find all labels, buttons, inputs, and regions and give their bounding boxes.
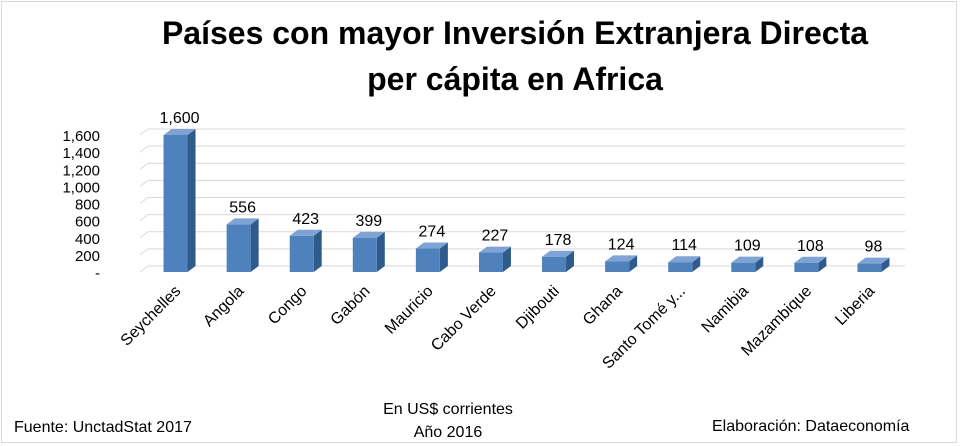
y-tick-label: 800: [75, 197, 100, 214]
data-label: 227: [482, 228, 509, 245]
chart-title-line2: per cápita en Africa: [367, 61, 663, 97]
y-tick-label: 1,400: [62, 145, 100, 162]
bar: [857, 263, 882, 272]
gridline-diagonal: [139, 128, 149, 136]
bar-side: [629, 255, 638, 272]
bar-side: [376, 231, 385, 272]
gridline-diagonal: [139, 248, 149, 256]
bar-top: [668, 256, 701, 263]
gridline-diagonal: [139, 179, 149, 187]
bar-top: [478, 246, 511, 253]
y-tick-label: 1,600: [62, 128, 100, 145]
bar-side: [313, 229, 322, 272]
gridline-diagonal: [139, 265, 149, 273]
bar: [415, 248, 440, 272]
x-tick-label: Seychelles: [118, 283, 185, 350]
bar-top: [226, 218, 259, 225]
bar-top: [289, 229, 322, 236]
bar: [542, 256, 567, 272]
y-tick-label: 400: [75, 231, 100, 248]
bar-top: [605, 255, 638, 262]
data-label: 108: [797, 238, 824, 255]
bar-side: [187, 129, 196, 272]
bar-side: [566, 250, 575, 272]
x-tick-label: Mauricio: [382, 283, 437, 338]
y-tick-label: 1,200: [62, 162, 100, 179]
bar: [226, 224, 251, 272]
x-tick-label: Angola: [200, 283, 247, 330]
data-label: 423: [292, 211, 319, 228]
y-tick-label: 600: [75, 214, 100, 231]
source-note: Fuente: UnctadStat 2017: [14, 419, 192, 436]
y-tick-label: 200: [75, 248, 100, 265]
bar: [289, 235, 314, 272]
bar: [605, 261, 630, 272]
bar: [668, 262, 693, 272]
bar-top: [352, 231, 385, 238]
bar-top: [731, 256, 764, 263]
bar: [163, 135, 188, 272]
data-label: 399: [355, 213, 382, 230]
gridline-diagonal: [139, 231, 149, 239]
y-tick-label: 1,000: [62, 179, 100, 196]
bar: [794, 262, 819, 272]
bar: [731, 262, 756, 272]
year-note: Año 2016: [413, 424, 483, 441]
bar-top: [163, 129, 196, 135]
x-tick-label: Congo: [265, 283, 310, 328]
gridline-diagonal: [139, 145, 149, 153]
bar-top: [857, 257, 890, 264]
data-label: 556: [229, 199, 256, 216]
x-tick-label: Liberia: [832, 283, 878, 329]
bar: [352, 237, 377, 272]
bar-side: [755, 256, 764, 272]
bar-side: [502, 246, 511, 272]
gridline-diagonal: [139, 214, 149, 222]
data-label: 1,600: [160, 110, 200, 127]
x-tick-label: Namibia: [699, 283, 753, 337]
data-label: 178: [545, 232, 572, 249]
bar-side: [439, 242, 448, 272]
data-label: 274: [419, 224, 446, 241]
x-tick-label: Djibouti: [513, 283, 563, 333]
data-label: 98: [865, 239, 883, 256]
gridline-diagonal: [139, 197, 149, 204]
gridline-diagonal: [139, 162, 149, 170]
data-label: 114: [671, 237, 697, 254]
bar-side: [692, 256, 701, 272]
x-tick-label: Ghana: [580, 283, 626, 329]
bar-top: [542, 250, 575, 257]
x-tick-label: Gabón: [328, 283, 374, 329]
data-label: 124: [608, 236, 635, 253]
credit-note: Elaboración: Dataeconomía: [712, 418, 910, 435]
x-tick-label: Cabo Verde: [428, 283, 500, 355]
bar-top: [415, 242, 448, 249]
data-label: 109: [734, 238, 761, 255]
bar-side: [818, 256, 827, 272]
bar-side: [250, 218, 259, 272]
units-note: En US$ corrientes: [383, 401, 513, 418]
y-tick-label: -: [95, 265, 100, 282]
bar: [478, 252, 503, 272]
chart-title-line1: Países con mayor Inversión Extranjera Di…: [161, 15, 869, 51]
bar-side: [881, 257, 890, 272]
bar-top: [794, 256, 827, 263]
